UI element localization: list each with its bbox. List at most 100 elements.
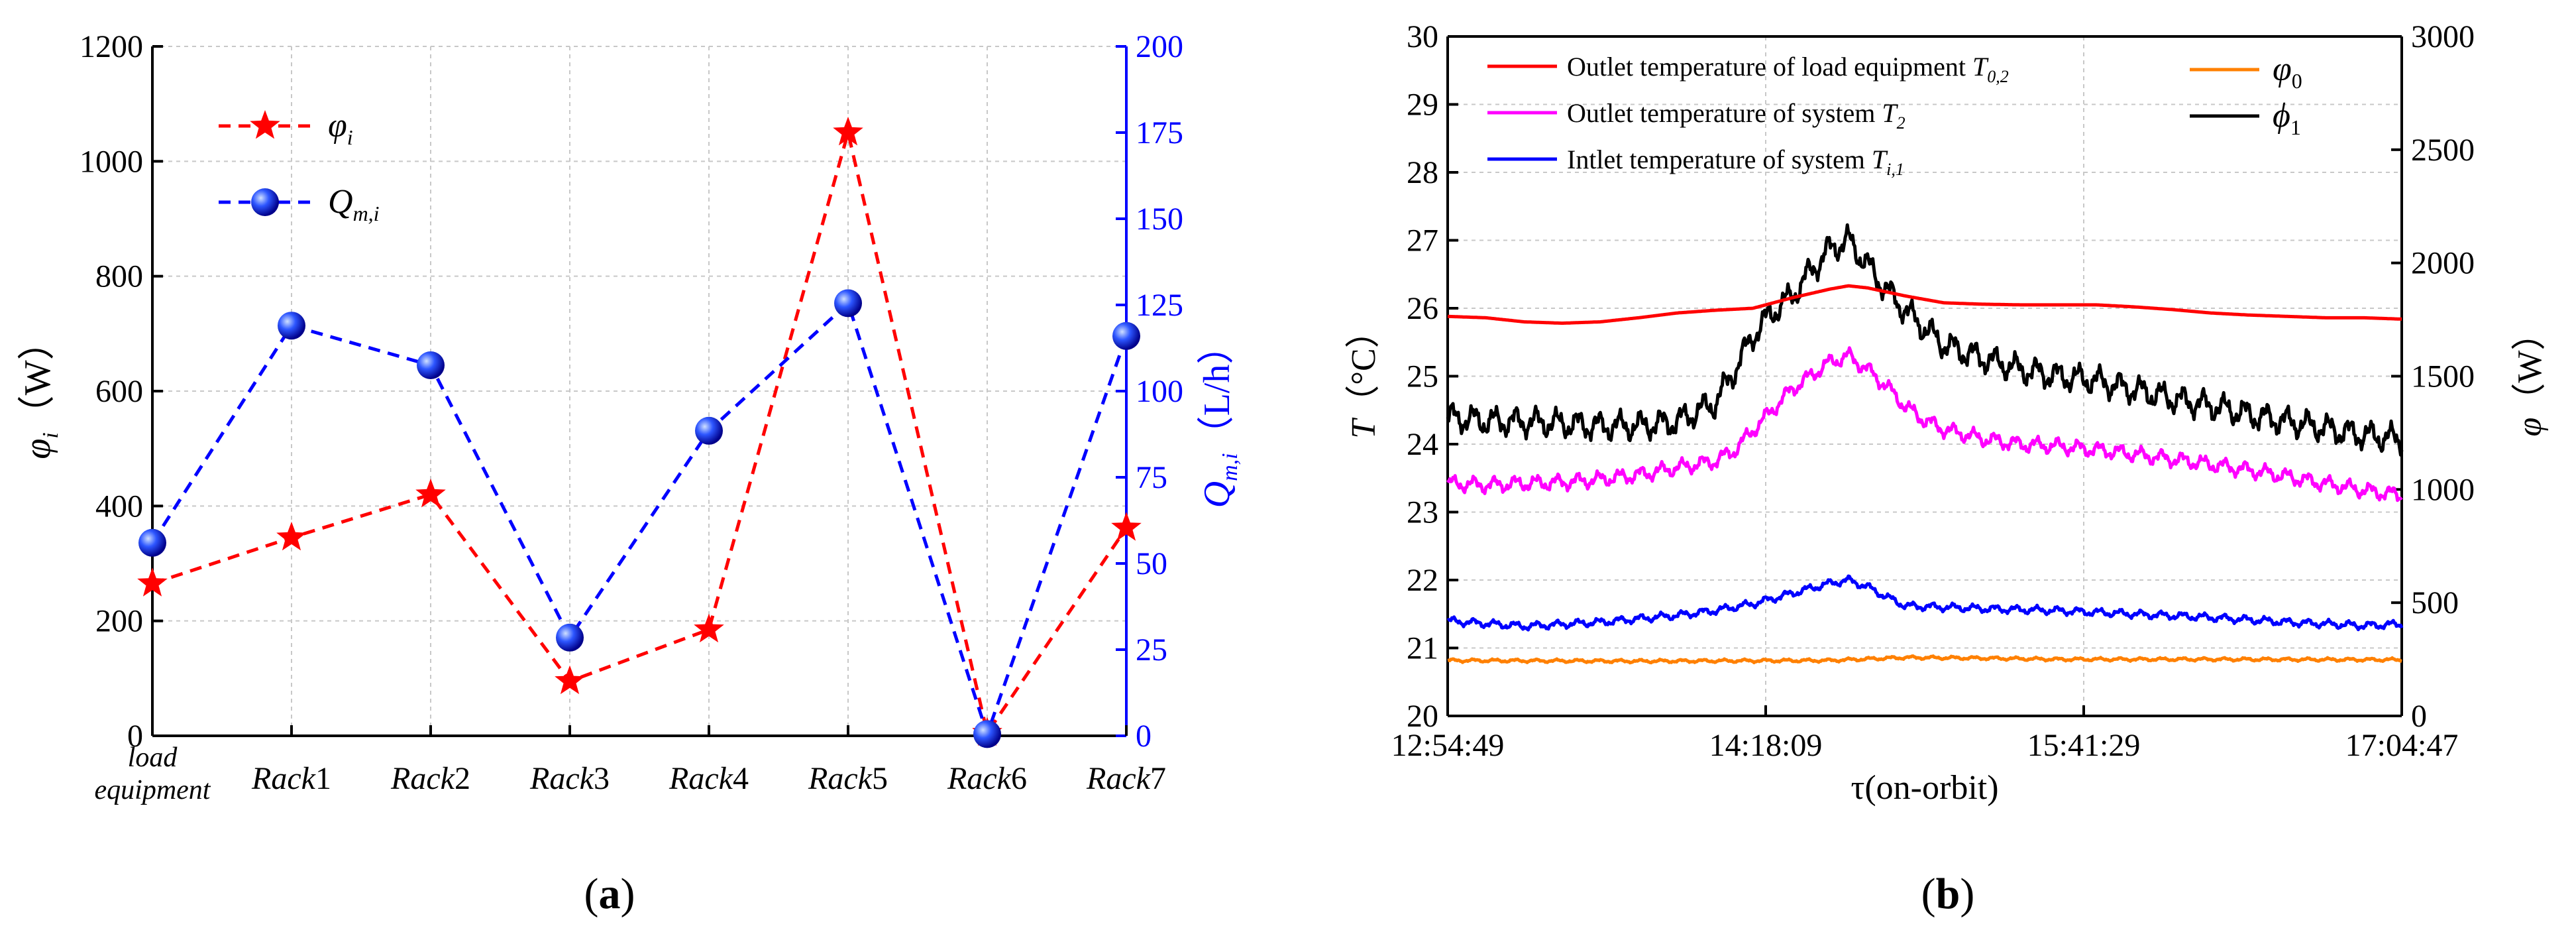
y-axis-title-unit: （°C） [1345, 314, 1383, 419]
x-tick-label-name: Rack [390, 761, 456, 796]
legend-marker-sphere [251, 188, 279, 216]
series-line-outlet-temperature-of-load-equipment-t0-2 [1447, 284, 2402, 325]
y-tick-label: 400 [95, 489, 143, 524]
y-tick-label: 28 [1407, 155, 1438, 190]
y-tick-label: 20 [1407, 699, 1438, 734]
legend-label-text: Intlet temperature of system [1567, 145, 1872, 174]
y-axis-title: φi（W） [17, 323, 63, 459]
legend-label-symbol: T [1972, 52, 1989, 82]
panel-label-letter: a [599, 870, 621, 918]
data-point-qm [695, 416, 723, 445]
y-tick-label: 24 [1407, 427, 1438, 462]
data-point-qm [973, 720, 1001, 748]
x-tick-label-number: 1 [315, 761, 331, 796]
y-axis-title-subscript: i [38, 432, 63, 438]
y2-tick-label: 125 [1136, 288, 1183, 323]
x-tick-label-number: 2 [455, 761, 470, 796]
y2-tick-label: 1000 [2411, 472, 2475, 507]
legend-label-subscript: i [347, 125, 353, 149]
x-tick-label: 14:18:09 [1709, 728, 1823, 763]
x-tick-label: Rack6 [947, 761, 1027, 796]
x-tick-label-name: Rack [529, 761, 595, 796]
data-point-phi [694, 613, 724, 643]
data-point-qm [556, 623, 584, 652]
x-tick-label: Rack1 [251, 761, 331, 796]
legend-label: Intlet temperature of system Ti,1 [1567, 145, 1904, 179]
panel-label-paren: ( [1921, 870, 1936, 918]
x-tick-label-name: Rack [947, 761, 1012, 796]
y2-axis-title-symbol: Q [1197, 481, 1238, 508]
y-axis-title-symbol: φ [17, 439, 58, 459]
x-tick-label: 12:54:49 [1391, 728, 1505, 763]
y-tick-label: 1000 [80, 144, 143, 179]
x-tick-label: 15:41:29 [2027, 728, 2141, 763]
x-tick-label: load [128, 742, 178, 773]
y-tick-label: 30 [1407, 19, 1438, 54]
x-tick-label-name: Rack [1086, 761, 1152, 796]
y2-tick-label: 500 [2411, 585, 2459, 620]
y-axis-title-symbol: T [1345, 418, 1383, 439]
y-tick-label: 21 [1407, 631, 1438, 666]
x-tick-label: Rack2 [390, 761, 470, 796]
x-tick-label: Rack4 [669, 761, 749, 796]
series-line--0 [1447, 654, 2402, 665]
x-tick-label: Rack3 [529, 761, 610, 796]
legend-label-subscript: i,1 [1886, 160, 1904, 179]
x-tick-label-name: Rack [251, 761, 317, 796]
legend-label: Qm,i [328, 183, 380, 225]
legend-label-text: Outlet temperature of load equipment [1567, 52, 1972, 82]
data-point-phi [555, 665, 585, 695]
legend-label: Outlet temperature of system T2 [1567, 98, 1905, 133]
y2-tick-label: 0 [2411, 699, 2427, 734]
legend-label: ϕ1 [2273, 97, 2301, 139]
panel-a-chart: 0200400600800100012000255075100125150175… [17, 29, 1242, 918]
x-tick-label-name: Rack [669, 761, 734, 796]
x-tick-label: 17:04:47 [2345, 728, 2459, 763]
y2-axis-title: Qm,i（L/h） [1197, 327, 1242, 508]
x-tick-label-number: 5 [872, 761, 888, 796]
y-tick-label: 26 [1407, 291, 1438, 326]
y2-tick-label: 2000 [2411, 246, 2475, 281]
data-point-phi [137, 567, 168, 597]
x-tick-label: equipment [95, 775, 211, 805]
y-tick-label: 23 [1407, 495, 1438, 530]
y-tick-label: 27 [1407, 223, 1438, 259]
legend-label-subscript: 0,2 [1987, 67, 2009, 86]
x-axis-title: τ(on-orbit) [1851, 769, 1998, 807]
series-line-qm [152, 300, 1128, 740]
y2-axis-title: φ（W） [2511, 316, 2549, 437]
legend-label-text: Outlet temperature of system [1567, 98, 1882, 128]
y-tick-label: 29 [1407, 88, 1438, 123]
legend-label: φi [328, 107, 353, 149]
y-axis-title: T（°C） [1345, 314, 1383, 438]
panel-label-letter: b [1936, 870, 1960, 918]
series-line-phi [152, 132, 1128, 737]
x-tick-label: Rack5 [808, 761, 888, 796]
legend-label-symbol: T [1882, 98, 1898, 128]
legend-label-subscript: m,i [353, 202, 380, 225]
data-point-phi [1111, 512, 1142, 541]
y-tick-label: 25 [1407, 359, 1438, 394]
legend-label-subscript: 1 [2290, 115, 2301, 139]
panel-label-b: (b) [1921, 870, 1975, 918]
y2-tick-label: 3000 [2411, 19, 2475, 54]
y2-tick-label: 25 [1136, 632, 1167, 668]
series-line-intlet-temperature-of-system-ti-1 [1446, 574, 2404, 632]
x-tick-label-number: 4 [733, 761, 749, 796]
legend-marker-star [250, 110, 280, 139]
panel-b-chart: 2021222324252627282930050010001500200025… [1345, 19, 2549, 918]
y2-tick-label: 1500 [2411, 359, 2475, 394]
y-tick-label: 1200 [80, 29, 143, 64]
y2-tick-label: 100 [1136, 374, 1183, 409]
legend-label-symbol: φ [328, 107, 347, 145]
panel-label-paren: ) [621, 870, 635, 918]
data-point-qm [1112, 322, 1140, 350]
legend-label-subscript: 0 [2292, 69, 2302, 93]
y2-tick-label: 75 [1136, 460, 1167, 495]
y-tick-label: 600 [95, 374, 143, 409]
y2-tick-label: 200 [1136, 29, 1183, 64]
data-point-qm [278, 312, 305, 340]
data-point-qm [138, 528, 166, 557]
panel-label-a: (a) [584, 870, 635, 918]
legend-label-subscript: 2 [1897, 113, 1905, 133]
